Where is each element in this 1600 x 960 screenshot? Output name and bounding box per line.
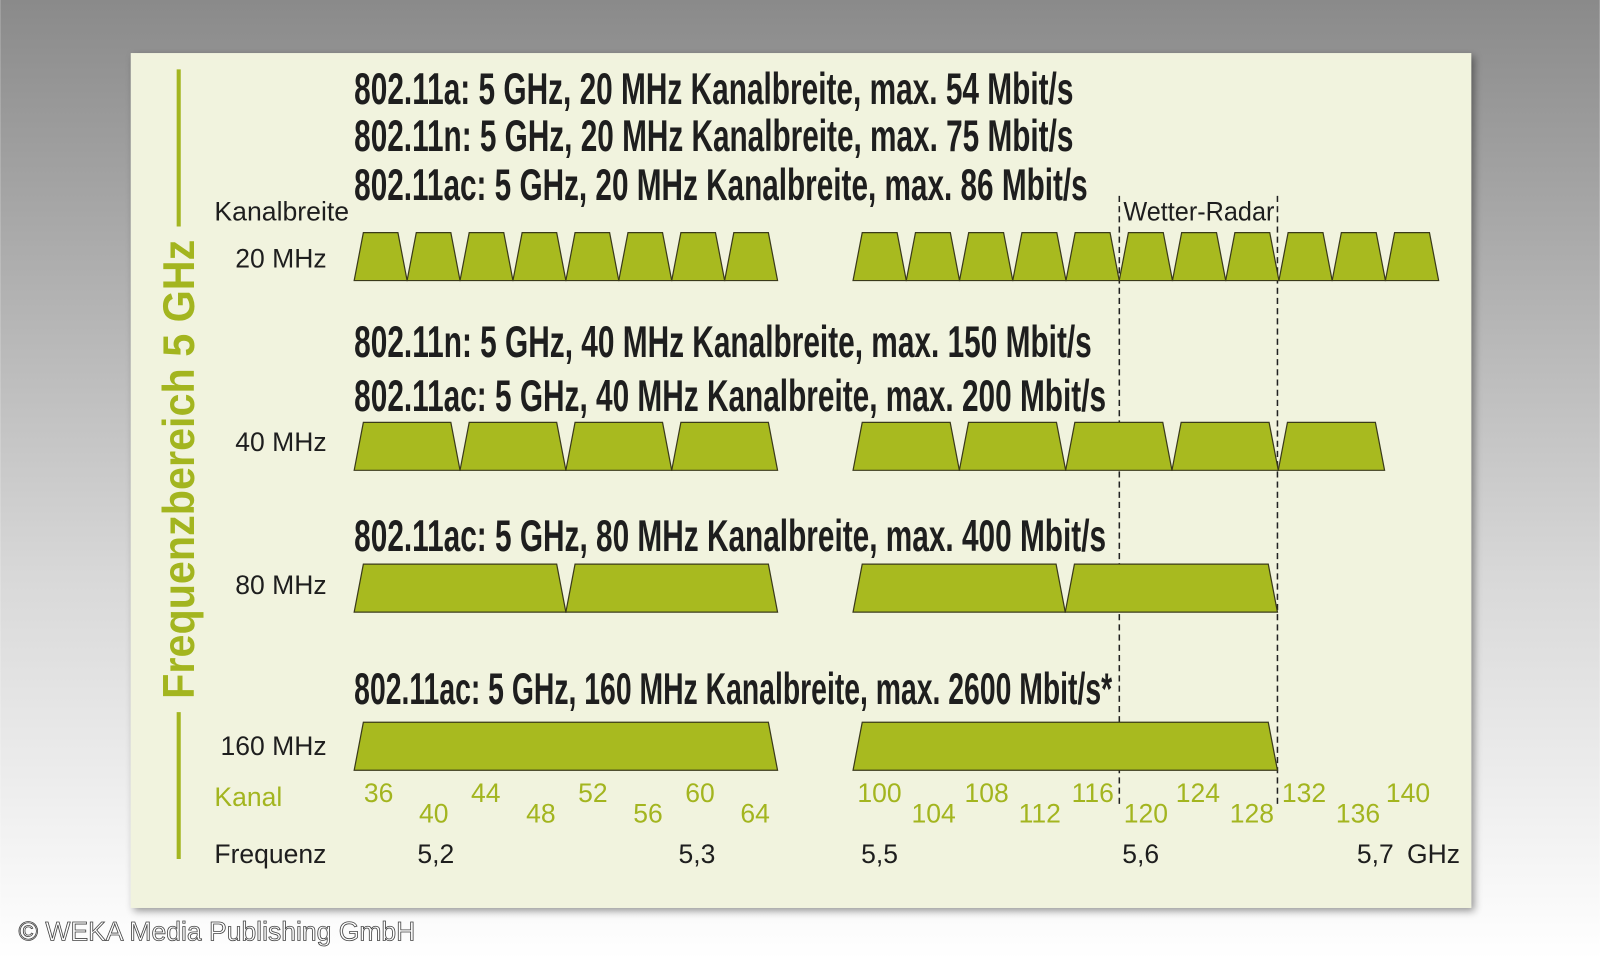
channel-block xyxy=(459,231,514,282)
channel-block xyxy=(670,421,779,471)
channel-number: 44 xyxy=(471,778,500,808)
width-label: 80 MHz xyxy=(235,570,326,600)
copyright: © WEKA Media Publishing GmbH xyxy=(19,917,416,947)
channel-block xyxy=(1278,231,1333,282)
width-label: 20 MHz xyxy=(235,243,326,273)
channel-block xyxy=(565,421,673,471)
channel-block xyxy=(852,231,908,282)
channel-number: 36 xyxy=(364,778,393,808)
channel-number: 104 xyxy=(912,798,956,828)
channel-number: 40 xyxy=(419,798,448,828)
frequency: 5,3 xyxy=(679,839,716,869)
width-label: 160 MHz xyxy=(221,731,327,761)
channel-number: 56 xyxy=(633,798,663,828)
channel-block xyxy=(459,421,567,471)
channel-block xyxy=(670,231,726,282)
heading: 802.11ac: 5 GHz, 160 MHz Kanalbreite, ma… xyxy=(354,663,1112,714)
radar-label: Wetter-Radar xyxy=(1123,196,1274,226)
column-label: Kanalbreite xyxy=(214,196,349,226)
frequency-label: Frequenz xyxy=(214,839,326,869)
channel-block xyxy=(905,231,961,282)
channel-block xyxy=(565,563,779,613)
frequency: 5,6 xyxy=(1122,839,1159,869)
side-label: Frequenzbereich 5 GHz xyxy=(153,240,204,699)
channel-block xyxy=(852,421,961,471)
channel-number: 112 xyxy=(1019,798,1061,828)
width-label: 40 MHz xyxy=(235,427,326,457)
channel-block xyxy=(353,421,461,471)
channel-block xyxy=(1171,421,1280,471)
channel-number: 124 xyxy=(1176,778,1220,808)
heading: 802.11a: 5 GHz, 20 MHz Kanalbreite, max.… xyxy=(354,63,1073,114)
frequency: 5,7 xyxy=(1357,839,1394,869)
channel-number: 64 xyxy=(740,798,770,828)
channel-block xyxy=(1064,421,1173,471)
channel-number: 116 xyxy=(1072,778,1114,808)
channel-block xyxy=(512,231,567,282)
channel-block xyxy=(852,563,1066,613)
channel-block xyxy=(958,421,1067,471)
channel-block xyxy=(1065,231,1120,282)
channel-number: 140 xyxy=(1386,778,1430,808)
heading: 802.11ac: 5 GHz, 80 MHz Kanalbreite, max… xyxy=(354,510,1106,561)
channel-number: 132 xyxy=(1282,778,1326,808)
frequency: 5,5 xyxy=(861,839,898,869)
channel-block xyxy=(1331,231,1387,282)
channel-block xyxy=(353,231,408,282)
frequency: 5,2 xyxy=(417,839,454,869)
channel-number: 100 xyxy=(857,778,901,808)
channel-number: 48 xyxy=(526,798,556,828)
channel-block xyxy=(1118,231,1174,282)
channel-block xyxy=(723,231,779,282)
channel-number: 108 xyxy=(965,778,1009,808)
channel-block xyxy=(1171,231,1227,282)
channel-block xyxy=(565,231,620,282)
channel-block xyxy=(1384,231,1440,282)
channel-number: 128 xyxy=(1230,798,1274,828)
channel-number: 136 xyxy=(1336,798,1380,828)
channel-block xyxy=(353,563,567,613)
channel-number: 52 xyxy=(578,778,608,808)
channel-block xyxy=(1012,231,1067,282)
channel-block xyxy=(1277,421,1386,471)
channel-block xyxy=(618,231,673,282)
channel-number: 60 xyxy=(685,778,715,808)
heading: 802.11n: 5 GHz, 40 MHz Kanalbreite, max.… xyxy=(354,316,1092,367)
channel-block xyxy=(852,721,1279,771)
frequency-unit: GHz xyxy=(1407,839,1460,869)
channel-block xyxy=(353,721,779,771)
channel-number: 120 xyxy=(1124,798,1168,828)
channel-block xyxy=(1064,563,1279,613)
heading: 802.11n: 5 GHz, 20 MHz Kanalbreite, max.… xyxy=(354,110,1073,161)
heading: 802.11ac: 5 GHz, 20 MHz Kanalbreite, max… xyxy=(354,159,1088,210)
channel-block xyxy=(958,231,1014,282)
channel-label: Kanal xyxy=(214,782,282,812)
heading: 802.11ac: 5 GHz, 40 MHz Kanalbreite, max… xyxy=(354,370,1106,421)
channel-block xyxy=(1224,231,1280,282)
channel-block xyxy=(406,231,461,282)
